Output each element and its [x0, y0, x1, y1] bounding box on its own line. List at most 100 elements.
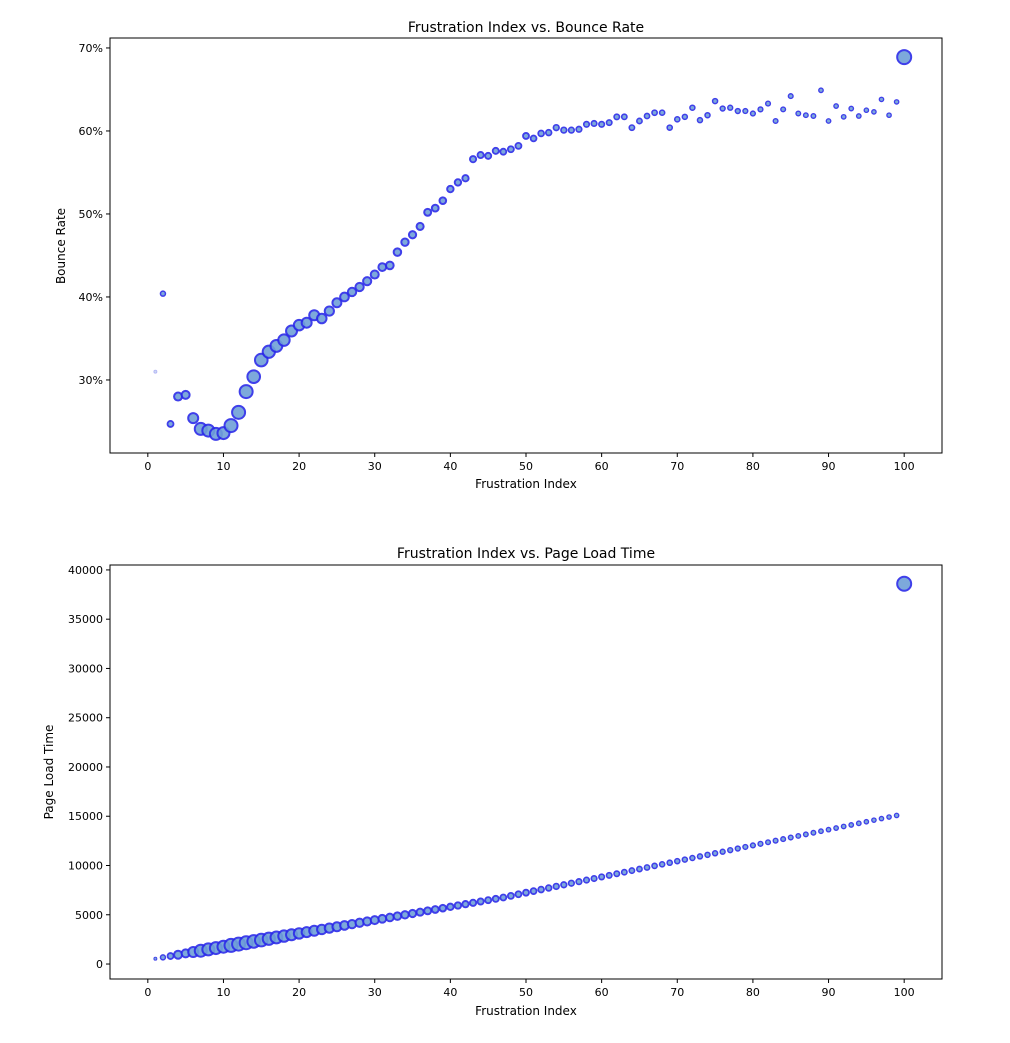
data-point [681, 856, 689, 863]
data-point [795, 110, 802, 117]
data-point [400, 910, 410, 920]
data-point [787, 93, 794, 100]
data-point [802, 112, 809, 119]
data-point [757, 840, 764, 847]
data-point [506, 891, 515, 900]
data-point [369, 269, 380, 280]
data-point [727, 846, 734, 854]
y-axis-label: Page Load Time [42, 725, 56, 820]
x-tick-label: 50 [519, 986, 533, 999]
x-tick-label: 70 [670, 986, 684, 999]
data-point [476, 151, 485, 160]
x-tick-label: 100 [894, 460, 915, 473]
chart-title: Frustration Index vs. Bounce Rate [408, 20, 644, 36]
data-point [802, 831, 809, 838]
data-point [896, 49, 913, 66]
data-point [711, 97, 719, 105]
data-point [300, 316, 313, 329]
data-point [681, 113, 689, 121]
x-tick-label: 70 [670, 460, 684, 473]
data-point [438, 903, 448, 913]
data-point [369, 915, 380, 926]
y-tick-label: 50% [79, 208, 103, 221]
data-point [833, 103, 840, 109]
data-point [400, 237, 410, 247]
data-point [582, 120, 591, 128]
data-point [628, 124, 636, 132]
data-point [187, 412, 200, 425]
y-tick-label: 5000 [75, 909, 103, 922]
data-point [878, 815, 885, 822]
data-point [893, 99, 900, 105]
y-tick-label: 60% [79, 125, 103, 138]
x-tick-label: 0 [144, 460, 151, 473]
data-point [385, 912, 395, 923]
x-tick-label: 50 [519, 460, 533, 473]
x-tick-label: 60 [595, 986, 609, 999]
data-point [863, 107, 870, 114]
data-point [749, 842, 757, 849]
y-tick-label: 35000 [68, 613, 103, 626]
data-point [787, 834, 794, 841]
data-point [346, 286, 358, 298]
data-point [704, 111, 711, 119]
data-point [896, 575, 913, 592]
data-point [415, 907, 425, 917]
x-tick-label: 90 [822, 460, 836, 473]
data-point [246, 369, 262, 384]
data-point [810, 113, 817, 119]
data-point [514, 890, 523, 899]
data-point [514, 141, 523, 150]
data-point [696, 853, 704, 860]
data-point [613, 113, 621, 121]
data-point [855, 820, 862, 827]
data-point [825, 118, 832, 124]
data-point [658, 109, 666, 117]
data-point [544, 884, 553, 892]
data-point [810, 829, 817, 836]
data-point [643, 864, 651, 871]
data-point [764, 100, 772, 107]
data-point [446, 184, 455, 194]
x-tick-label: 60 [595, 460, 609, 473]
data-point [461, 900, 470, 909]
data-point [772, 117, 779, 125]
data-point [468, 155, 478, 164]
chart-title: Frustration Index vs. Page Load Time [397, 546, 655, 562]
data-point [522, 132, 530, 140]
data-point [354, 281, 365, 293]
x-tick-label: 0 [144, 986, 151, 999]
data-point [430, 905, 440, 914]
data-point [499, 147, 508, 156]
x-axis-label: Frustration Index [475, 1004, 577, 1018]
data-point [871, 817, 877, 824]
data-point [484, 896, 493, 905]
data-point [537, 885, 545, 894]
data-point [529, 134, 538, 143]
data-point [719, 105, 726, 112]
data-point [377, 913, 388, 924]
y-tick-label: 40000 [68, 564, 103, 577]
data-point [590, 874, 598, 883]
data-point [529, 887, 538, 895]
data-point [605, 871, 613, 879]
data-point [461, 174, 470, 183]
page-load-time-chart: Frustration Index vs. Page Load Time Fru… [42, 546, 943, 1018]
y-tick-label: 30% [79, 374, 103, 387]
data-point [620, 868, 628, 876]
data-point [689, 854, 696, 862]
data-point [780, 836, 787, 843]
data-point [590, 119, 598, 128]
data-point [764, 839, 772, 846]
y-tick-label: 30000 [68, 662, 103, 675]
data-point [666, 859, 674, 867]
y-axis-label: Bounce Rate [54, 208, 68, 284]
data-point [772, 837, 779, 844]
data-point [407, 230, 418, 240]
data-point [491, 146, 500, 155]
data-point [742, 107, 749, 115]
data-point [499, 893, 508, 902]
data-point [238, 384, 254, 400]
data-point [316, 312, 328, 325]
